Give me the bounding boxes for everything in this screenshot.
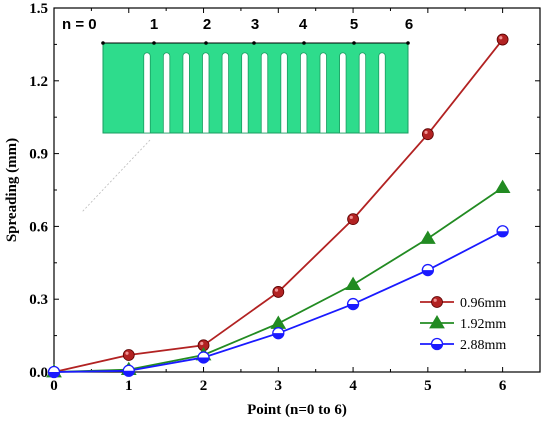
legend-entry: 2.88mm xyxy=(420,337,506,353)
y-tick-label: 0.3 xyxy=(29,292,48,308)
data-point-half xyxy=(48,372,60,378)
data-point-highlight xyxy=(499,36,503,40)
legend-entry: 0.96mm xyxy=(420,296,506,311)
legend: 0.96mm 1.92mm 2.88mm xyxy=(420,296,506,353)
inset-point xyxy=(152,41,156,45)
y-tick-label: 1.5 xyxy=(29,1,48,17)
inset-point-label: 4 xyxy=(299,16,308,33)
data-point-highlight xyxy=(424,130,428,134)
data-point xyxy=(270,315,287,329)
y-axis-title: Spreading (mm) xyxy=(4,138,20,242)
inset-slot xyxy=(241,52,249,134)
inset-slot xyxy=(202,52,210,134)
legend-marker xyxy=(429,315,445,329)
inset-point-label: 3 xyxy=(251,16,259,33)
x-tick-label: 4 xyxy=(349,378,357,394)
inset-slot xyxy=(143,52,151,134)
data-point xyxy=(345,276,361,291)
inset-slot xyxy=(162,52,171,134)
inset-point xyxy=(101,41,105,45)
inset-comb-diagram: n = 0 1 2 3 4 5 6 xyxy=(62,16,413,213)
data-point xyxy=(496,33,509,46)
data-point-half xyxy=(497,231,509,237)
data-point-half xyxy=(347,304,359,310)
inset-slot xyxy=(358,52,367,134)
data-point xyxy=(272,286,285,298)
legend-entry: 1.92mm xyxy=(420,315,506,332)
inset-point xyxy=(302,41,306,45)
data-point xyxy=(122,349,135,361)
inset-point-label: 2 xyxy=(203,16,211,33)
data-point xyxy=(419,230,436,244)
legend-label: 1.92mm xyxy=(460,317,506,332)
x-tick-label: 5 xyxy=(424,378,432,394)
data-point-highlight xyxy=(349,215,353,219)
inset-slot xyxy=(221,52,229,134)
inset-point xyxy=(352,41,356,45)
inset-prefix-label: n = 0 xyxy=(62,16,97,33)
inset-point xyxy=(406,41,410,45)
inset-point xyxy=(252,41,256,45)
legend-label: 0.96mm xyxy=(460,296,506,311)
y-tick-label: 0.9 xyxy=(29,147,48,163)
data-point-highlight xyxy=(200,341,204,346)
inset-point xyxy=(204,41,208,45)
series-2.88mm xyxy=(47,225,509,379)
inset-slot xyxy=(378,52,386,134)
x-tick-label: 1 xyxy=(125,378,133,394)
data-point-half xyxy=(123,370,135,377)
y-tick-label: 1.2 xyxy=(29,74,48,90)
inset-slot xyxy=(319,52,327,134)
legend-label: 2.88mm xyxy=(460,338,506,353)
inset-slot xyxy=(182,52,190,134)
inset-point-label: 6 xyxy=(405,16,413,33)
x-tick-label: 2 xyxy=(200,378,208,394)
axes: 0 1 2 3 4 5 6 0.0 0.3 0.6 0.9 1.2 1.5 Point (n=0 to 6… xyxy=(4,1,541,418)
data-point xyxy=(494,179,511,193)
inset-leader-line xyxy=(81,139,151,213)
legend-marker-highlight xyxy=(433,298,437,302)
inset-slot xyxy=(260,52,269,134)
inset-slot xyxy=(280,52,288,134)
inset-comb-body xyxy=(102,42,409,134)
series-layer xyxy=(46,33,511,379)
data-point-highlight xyxy=(125,351,129,355)
inset-point-label: 5 xyxy=(350,16,358,33)
x-tick-label: 0 xyxy=(50,378,58,394)
inset-slot xyxy=(339,52,347,134)
data-point-half xyxy=(272,333,284,339)
data-point xyxy=(347,213,359,226)
y-tick-label: 0.6 xyxy=(29,219,48,235)
y-tick-label: 0.0 xyxy=(29,365,48,381)
x-axis-title: Point (n=0 to 6) xyxy=(247,402,347,418)
data-point xyxy=(421,128,434,141)
data-point-highlight xyxy=(274,288,279,292)
legend-marker-half xyxy=(431,344,443,350)
inset-slot xyxy=(300,52,308,134)
inset-point-label: 1 xyxy=(150,16,158,33)
data-point-half xyxy=(422,270,434,276)
data-point-half xyxy=(198,357,210,363)
x-tick-label: 3 xyxy=(275,378,283,394)
x-tick-label: 6 xyxy=(499,378,507,394)
legend-marker xyxy=(431,296,443,308)
